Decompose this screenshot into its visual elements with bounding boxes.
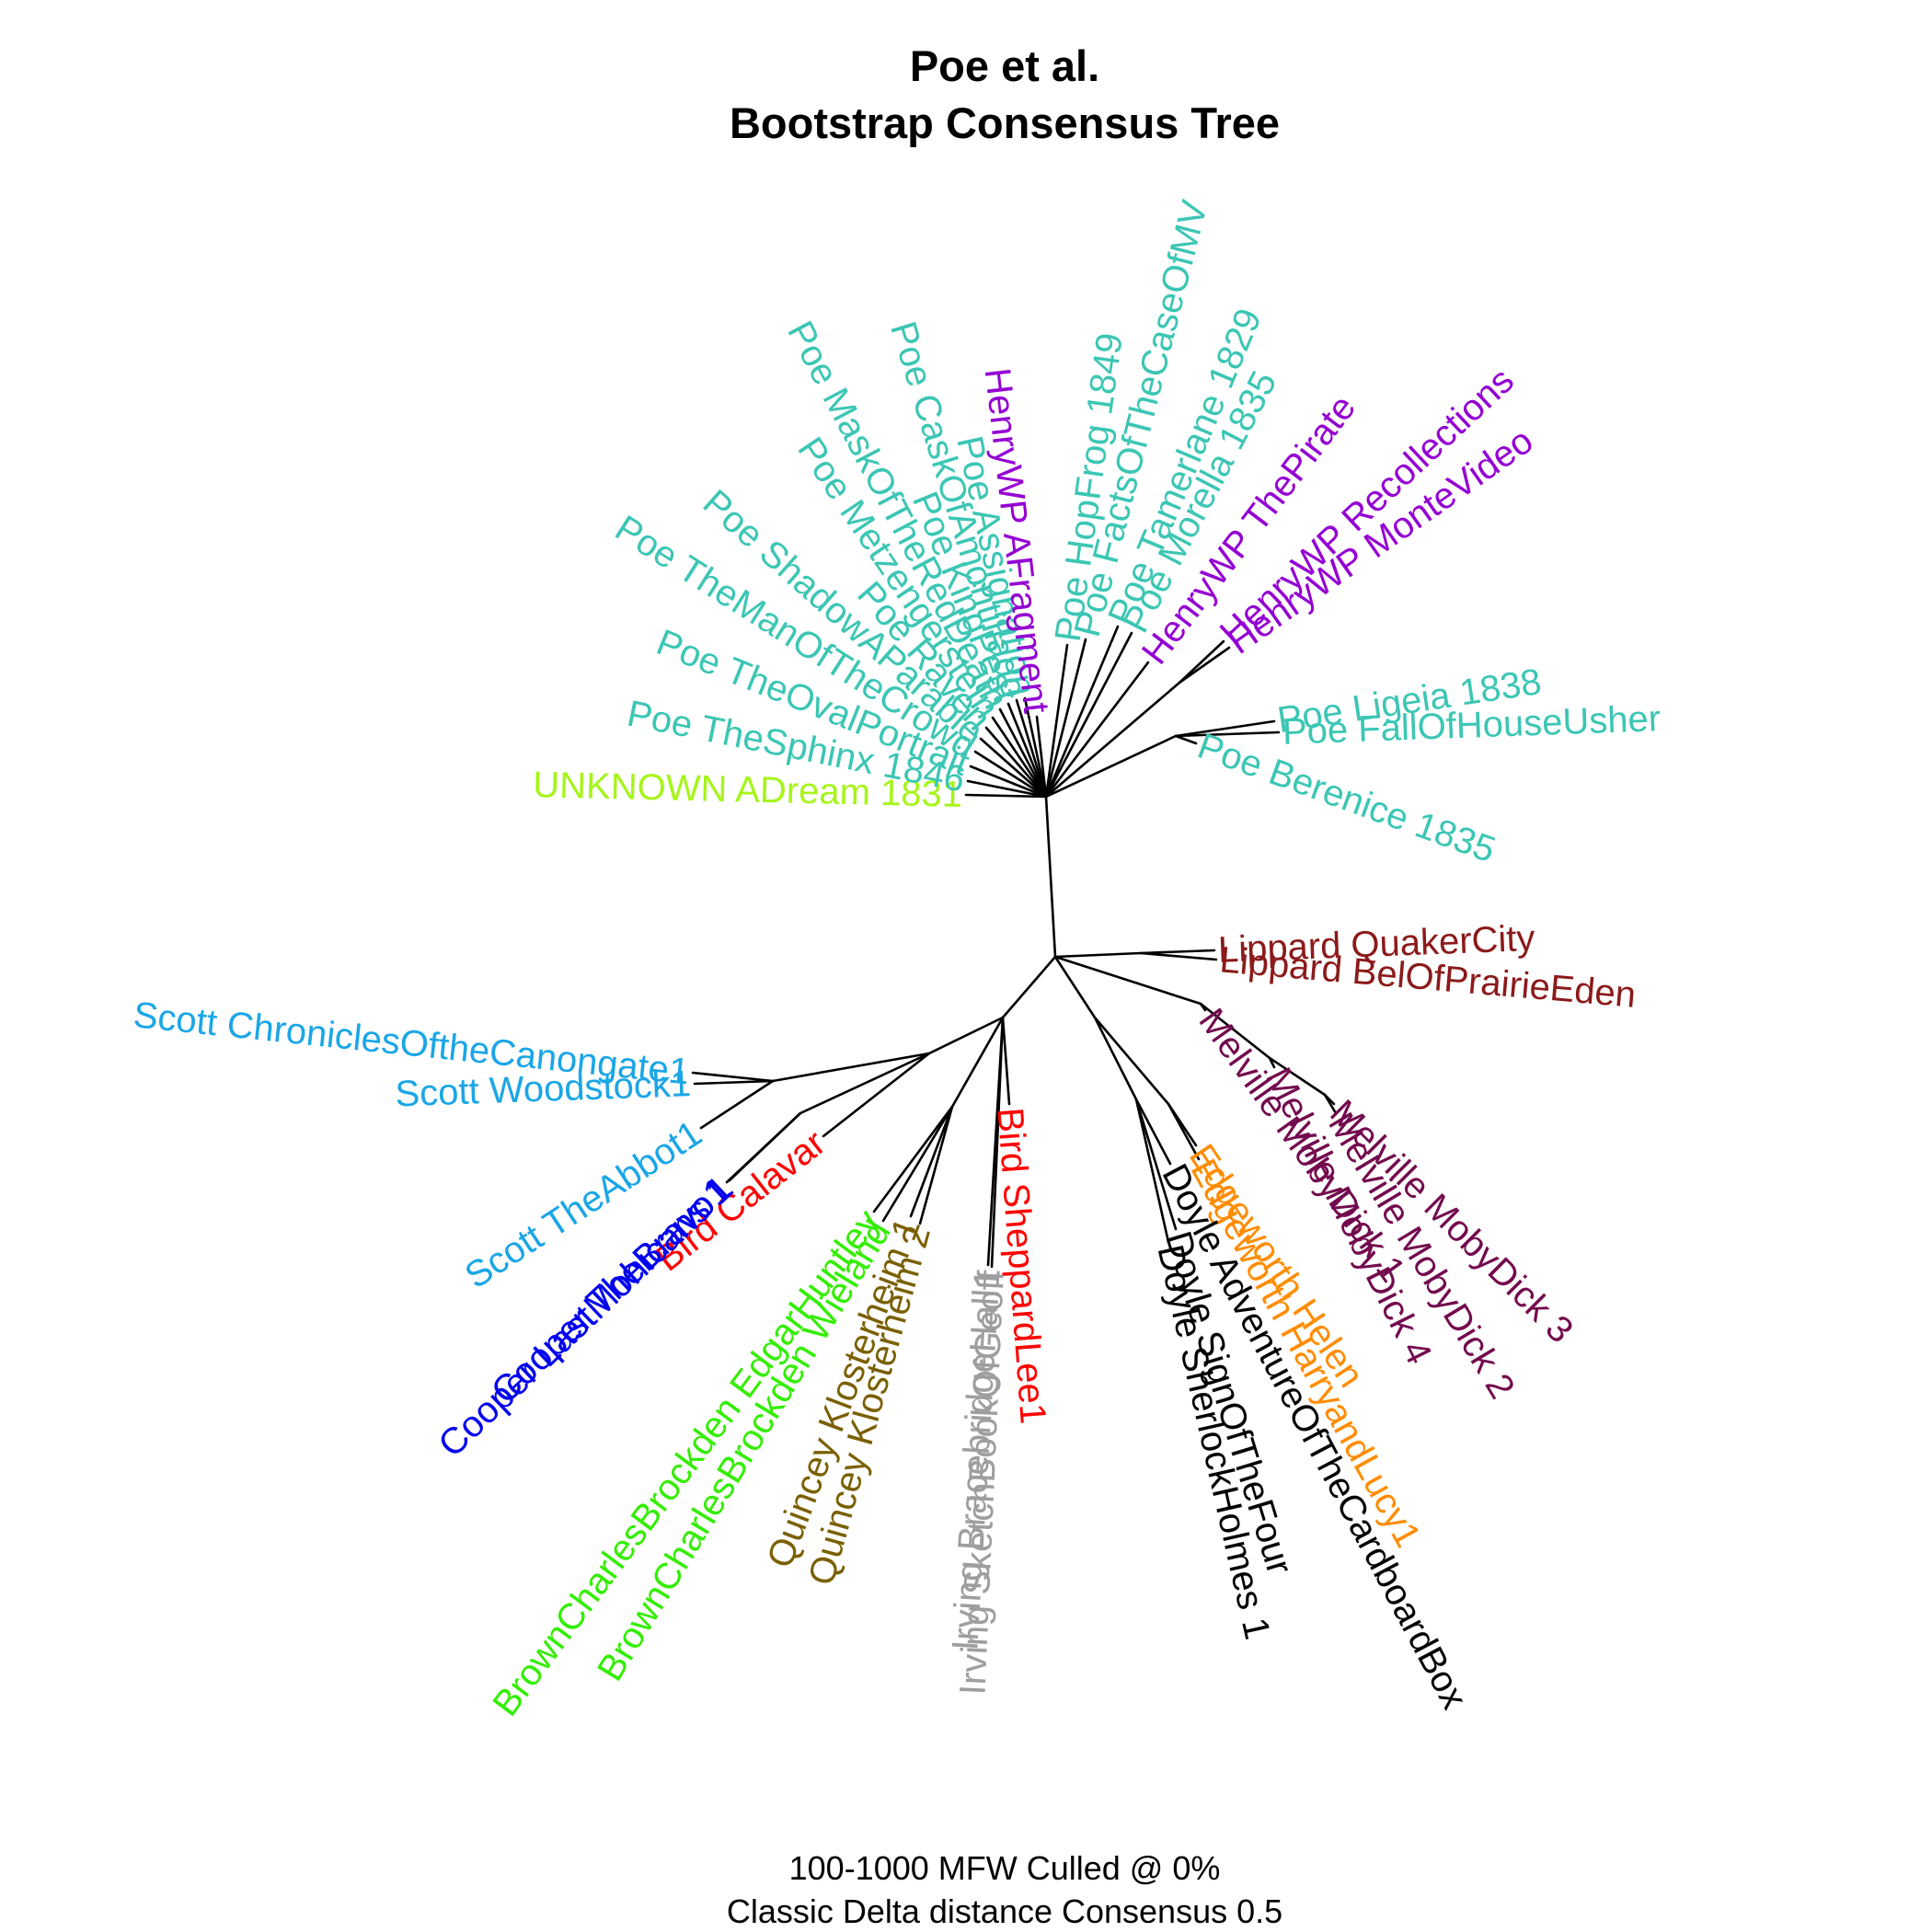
tree-branch bbox=[950, 1016, 1005, 1109]
title-line-2: Bootstrap Consensus Tree bbox=[730, 98, 1280, 147]
tree-branch bbox=[1015, 698, 1048, 799]
leaf-label-unknown-adream-1831: UNKNOWN ADream 1831 bbox=[533, 765, 963, 815]
tree-branch bbox=[1134, 1098, 1172, 1166]
tree-branch bbox=[1139, 951, 1218, 961]
tree-edges bbox=[691, 625, 1338, 1269]
tree-branch bbox=[1178, 639, 1225, 684]
tree-branch bbox=[881, 1105, 954, 1223]
tree-branch bbox=[1323, 1093, 1338, 1115]
tree-branch bbox=[691, 1071, 775, 1083]
tree-branch bbox=[1044, 638, 1087, 799]
tree-branch bbox=[1093, 1016, 1170, 1106]
tree-branch bbox=[964, 793, 1048, 799]
tree-branch bbox=[1174, 734, 1198, 745]
tree-branch bbox=[1044, 795, 1057, 959]
tree-branch bbox=[1268, 1056, 1327, 1097]
caption-line-1: 100-1000 MFW Culled @ 0% bbox=[789, 1849, 1221, 1887]
tree-branch bbox=[1053, 951, 1143, 959]
tree-branch bbox=[699, 1079, 775, 1130]
tree-branch bbox=[1167, 1102, 1201, 1161]
tree-branch bbox=[1044, 681, 1181, 799]
leaf-label-henrywp-montevideo: HenryWP MonteVideo bbox=[1221, 420, 1541, 662]
tree-branch bbox=[927, 1016, 1005, 1055]
tree-branch bbox=[1174, 730, 1281, 738]
title-line-1: Poe et al. bbox=[910, 41, 1099, 90]
tree-branch bbox=[1174, 719, 1276, 738]
tree-branch bbox=[799, 1052, 931, 1115]
tree-branch bbox=[1044, 631, 1133, 799]
tree-branch bbox=[986, 1016, 1005, 1267]
tree-branch bbox=[1001, 955, 1057, 1019]
tree-branch bbox=[966, 779, 1048, 799]
caption-line-2: Classic Delta distance Consensus 0.5 bbox=[727, 1892, 1282, 1930]
tree-branch bbox=[822, 1052, 931, 1138]
tree-branch bbox=[1044, 625, 1120, 799]
tree-branch bbox=[1134, 1098, 1170, 1244]
tree-branch bbox=[1134, 1098, 1178, 1231]
tree-branch bbox=[1044, 734, 1178, 799]
tree-branch bbox=[1199, 1002, 1271, 1060]
tree-branch bbox=[1023, 696, 1048, 799]
tree-branch bbox=[1139, 949, 1216, 955]
tree-branch bbox=[728, 1111, 802, 1182]
tree-branch bbox=[973, 750, 1048, 799]
tree-branch bbox=[872, 1105, 954, 1213]
tree-branch bbox=[771, 1052, 931, 1083]
tree-branch bbox=[1006, 702, 1048, 799]
tree-branch bbox=[1044, 643, 1069, 799]
tree-branch bbox=[1035, 715, 1048, 799]
tree-branch bbox=[998, 707, 1048, 799]
tree-branch bbox=[1044, 661, 1150, 799]
tree-branch bbox=[1001, 1016, 1011, 1106]
tree-branch bbox=[909, 1105, 954, 1218]
tree-branch bbox=[1093, 1016, 1138, 1101]
tree-branch bbox=[979, 737, 1048, 799]
tree-branch bbox=[918, 1105, 954, 1225]
tree-branch bbox=[984, 726, 1048, 799]
tree-branch bbox=[969, 765, 1048, 799]
tree-branch bbox=[991, 716, 1048, 799]
tree-branch bbox=[1053, 955, 1202, 1006]
tree-branch bbox=[1053, 955, 1097, 1019]
tree-branch bbox=[1178, 646, 1231, 684]
tree-branch bbox=[693, 1079, 775, 1086]
